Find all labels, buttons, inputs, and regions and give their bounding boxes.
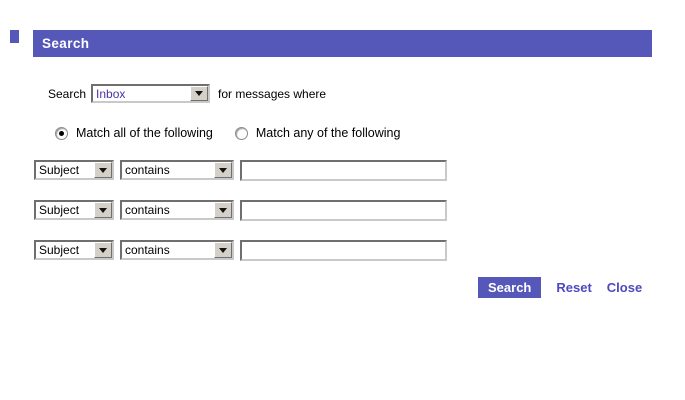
chevron-down-icon [99,207,107,213]
chevron-down-icon [219,247,227,253]
operator-select-value: contains [125,203,170,217]
logo-square [10,30,19,43]
field-select-arrow-button[interactable] [94,242,112,258]
operator-select-value: contains [125,243,170,257]
close-link[interactable]: Close [606,280,643,295]
folder-select[interactable]: Inbox [91,84,211,103]
match-options-row: Match all of the following Match any of … [55,126,400,140]
field-select-value: Subject [39,203,80,217]
page-title: Search [42,36,90,51]
scope-label: Search [48,86,87,101]
operator-select[interactable]: contains [120,200,234,220]
chevron-down-icon [99,247,107,253]
operator-select[interactable]: contains [120,240,234,260]
condition-value-input[interactable] [240,160,447,181]
match-all-label: Match all of the following [76,126,213,140]
condition-row: Subject contains [34,160,447,181]
condition-value-input[interactable] [240,200,447,221]
operator-select-arrow-button[interactable] [214,162,232,178]
condition-row: Subject contains [34,240,447,261]
field-select-value: Subject [39,163,80,177]
field-select-arrow-button[interactable] [94,162,112,178]
match-any-label: Match any of the following [255,126,401,140]
folder-select-value: Inbox [96,86,126,101]
operator-select-arrow-button[interactable] [214,242,232,258]
folder-select-arrow-button[interactable] [190,86,209,101]
match-all-radio[interactable] [55,126,68,140]
chevron-down-icon [219,207,227,213]
chevron-down-icon [195,91,204,96]
operator-select-arrow-button[interactable] [214,202,232,218]
operator-select[interactable]: contains [120,160,234,180]
chevron-down-icon [219,167,227,173]
chevron-down-icon [99,167,107,173]
field-select[interactable]: Subject [34,240,114,260]
field-select-value: Subject [39,243,80,257]
field-select[interactable]: Subject [34,160,114,180]
reset-link[interactable]: Reset [556,280,592,295]
field-select-arrow-button[interactable] [94,202,112,218]
radio-selected-dot [59,130,64,136]
search-button[interactable]: Search [478,277,542,298]
condition-value-input[interactable] [240,240,447,261]
actions-row: Search Reset Close [478,277,642,298]
header-bar: Search [33,30,652,57]
scope-row: Search Inbox for messages where [48,84,326,103]
operator-select-value: contains [125,163,170,177]
field-select[interactable]: Subject [34,200,114,220]
match-any-radio[interactable] [234,126,248,140]
condition-row: Subject contains [34,200,447,221]
scope-suffix-text: for messages where [218,86,327,101]
